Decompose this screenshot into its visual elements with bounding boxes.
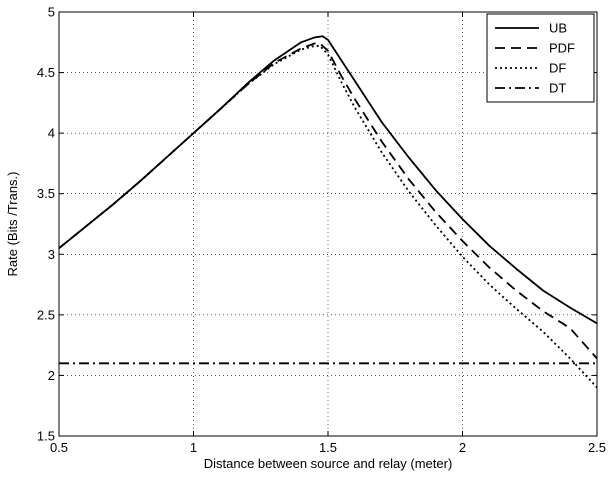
y-tick-label: 4 (48, 126, 55, 141)
y-tick-label: 5 (48, 5, 55, 20)
legend: UB PDF DF DT (486, 13, 595, 103)
x-tick-label: 1.5 (319, 440, 337, 455)
legend-label-dt: DT (549, 81, 566, 96)
x-tick-label: 2.5 (588, 440, 606, 455)
series-line-pdf (58, 42, 598, 360)
x-tick-label: 0.5 (50, 440, 68, 455)
legend-label-df: DF (549, 61, 566, 76)
y-tick-label: 3 (48, 247, 55, 262)
x-axis-label: Distance between source and relay (meter… (204, 456, 453, 471)
series-lines (58, 35, 598, 389)
y-tick-label: 1.5 (37, 429, 55, 444)
legend-entries: UB PDF DF DT (495, 21, 575, 96)
y-tick-label: 2 (48, 368, 55, 383)
x-tick-label: 2 (459, 440, 466, 455)
x-tick-label: 1 (190, 440, 197, 455)
y-tick-label: 3.5 (37, 186, 55, 201)
y-tick-label: 4.5 (37, 65, 55, 80)
tick-labels: 0.5 1 1.5 2 2.5 1.5 2 2.5 3 3.5 4 4.5 5 (37, 5, 606, 456)
y-axis-label: Rate (Bits /Trans.) (5, 172, 20, 277)
y-tick-label: 2.5 (37, 307, 55, 322)
legend-label-ub: UB (549, 21, 567, 36)
legend-label-pdf: PDF (549, 41, 575, 56)
